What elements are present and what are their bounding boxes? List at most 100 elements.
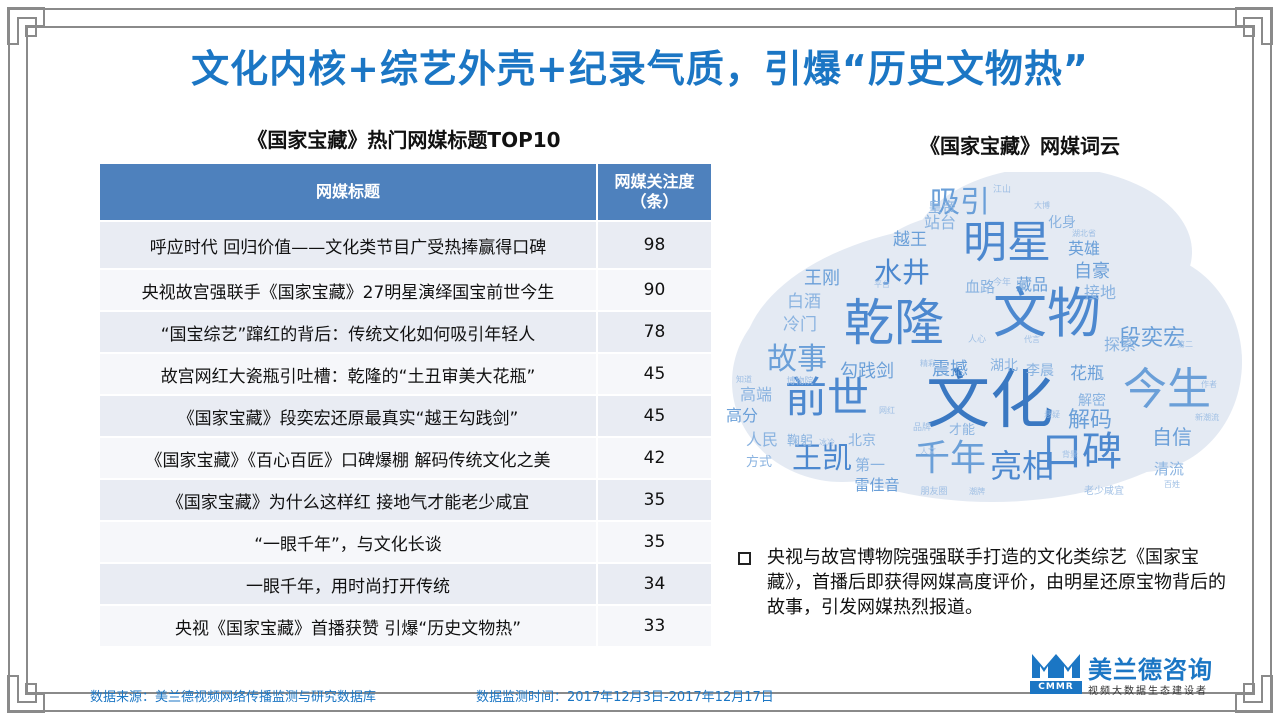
cloud-word: 湖北省 — [1072, 228, 1096, 238]
cloud-word: 北京 — [848, 433, 876, 449]
attention-cell: 35 — [596, 520, 713, 564]
cloud-word: 勾践剑 — [840, 361, 894, 382]
attention-cell: 78 — [596, 310, 713, 354]
headline-cell: “国宝综艺”蹿红的背后：传统文化如何吸引年轻人 — [98, 310, 598, 354]
cloud-word: 作者 — [1201, 379, 1217, 389]
cloud-word: 血路 — [965, 278, 995, 296]
headline-cell: 央视故宫强联手《国家宝藏》27明星演绎国宝前世今生 — [98, 268, 598, 312]
table-row: 故宫网红大瓷瓶引吐槽：乾隆的“土丑审美大花瓶” 45 — [98, 352, 713, 396]
cloud-word: 乾隆 — [844, 294, 944, 352]
cloud-word: 品牌 — [913, 421, 931, 433]
attention-cell: 45 — [596, 394, 713, 438]
cloud-word: 方式 — [746, 454, 772, 470]
headline-cell: 《国家宝藏》为什么这样红 接地气才能老少咸宜 — [98, 478, 598, 522]
cloud-word: 亮相 — [990, 447, 1054, 485]
attention-cell: 45 — [596, 352, 713, 396]
logo-name: 美兰德咨询 — [1088, 656, 1213, 684]
column-header-attention: 网媒关注度（条） — [596, 162, 713, 222]
cloud-word: 解码 — [1068, 408, 1112, 433]
table-title: 《国家宝藏》热门网媒标题TOP10 — [247, 128, 561, 152]
cloud-word: 文化 — [926, 364, 1054, 438]
cloud-word: 英雄 — [1068, 239, 1100, 258]
headline-cell: 央视《国家宝藏》首播获赞 引爆“历史文物热” — [98, 604, 598, 648]
cloud-word: 自豪 — [1074, 261, 1110, 282]
headline-cell: 故宫网红大瓷瓶引吐槽：乾隆的“土丑审美大花瓶” — [98, 352, 598, 396]
table-row: 《国家宝藏》《百心百匠》口碑爆棚 解码传统文化之美 42 — [98, 436, 713, 480]
headline-cell: 呼应时代 回归价值——文化类节目广受热捧赢得口碑 — [98, 220, 598, 270]
headline-ranking-table: 网媒标题 网媒关注度（条） 呼应时代 回归价值——文化类节目广受热捧赢得口碑 98… — [98, 162, 713, 648]
cmmr-logo-mark-icon — [1032, 654, 1080, 678]
cloud-word: 精彩 — [920, 358, 936, 368]
summary-note: 央视与故宫博物院强强联手打造的文化类综艺《国家宝藏》，首播后即获得网媒高度评价，… — [738, 545, 1238, 620]
cloud-word: 站台 — [924, 213, 956, 232]
cloud-word: 震撼 — [932, 359, 968, 380]
logo-tagline: 视频大数据生态建设者 — [1088, 686, 1208, 697]
cloud-word: 人心 — [968, 334, 986, 345]
table-row: “一眼千年”，与文化长谈 35 — [98, 520, 713, 564]
cloud-word: 湖北 — [990, 358, 1018, 374]
fretwork-corner-ornament — [1228, 0, 1280, 52]
fretwork-corner-ornament — [0, 0, 52, 52]
cloud-word: 白酒 — [787, 292, 821, 312]
cloud-word: 潮牌 — [969, 486, 985, 496]
data-source: 数据来源：美兰德视频网络传播监测与研究数据库 — [90, 690, 377, 705]
attention-cell: 90 — [596, 268, 713, 312]
company-logo: CMMR 美兰德咨询 视频大数据生态建设者 — [1030, 650, 1240, 698]
cloud-word: 悬疑 — [1044, 409, 1060, 419]
headline-cell: 《国家宝藏》《百心百匠》口碑爆棚 解码传统文化之美 — [98, 436, 598, 480]
cloud-word: 探索 — [1104, 335, 1136, 354]
cloud-shape — [732, 172, 1242, 502]
cloud-word: 人文 — [920, 446, 936, 456]
cloud-word: 王凯 — [792, 441, 852, 476]
cloud-word: 知道 — [736, 374, 752, 384]
cloud-word: 越王 — [893, 230, 927, 250]
square-bullet-icon — [738, 552, 751, 565]
table-header-row: 网媒标题 网媒关注度（条） — [98, 162, 713, 222]
slide-title: 文化内核+综艺外壳+纪录气质，引爆“历史文物热” — [191, 47, 1089, 91]
headline-cell: 一眼千年，用时尚打开传统 — [98, 562, 598, 606]
cloud-word: 藏品 — [1016, 275, 1048, 294]
cloud-word: 冷门 — [783, 315, 817, 335]
cloud-word: 化身 — [1048, 215, 1076, 231]
column-header-headline: 网媒标题 — [98, 162, 598, 222]
cloud-word: 吸引 — [930, 185, 990, 220]
monitoring-period: 数据监测时间：2017年12月3日-2017年12月17日 — [476, 690, 774, 705]
cloud-word: 自信 — [1152, 425, 1192, 449]
cloud-word: 雷佳音 — [854, 476, 899, 494]
cloud-word: 第一 — [855, 456, 885, 474]
summary-text: 央视与故宫博物院强强联手打造的文化类综艺《国家宝藏》，首播后即获得网媒高度评价，… — [767, 547, 1226, 618]
cloud-word: 百姓 — [1164, 479, 1180, 489]
cloud-word: 今年 — [993, 276, 1011, 288]
cloud-word: 第二 — [1177, 339, 1193, 349]
word-cloud: 文化 乾隆 文物 今生 前世 明星 口碑 千年 亮相 王凯 吸引 水井 故事 段奕宏 解码 自信 越王 自豪 英雄王… — [722, 172, 1250, 508]
cloud-word: 千年 — [914, 438, 986, 479]
cloud-word: 平台 — [874, 279, 890, 289]
cloud-word: 新潮流 — [1195, 412, 1219, 422]
cloud-word: 高分 — [726, 406, 758, 425]
word-cloud-title: 《国家宝藏》网媒词云 — [920, 134, 1120, 158]
fretwork-corner-ornament — [1228, 668, 1280, 720]
cloud-word: 花瓶 — [1070, 364, 1104, 384]
headline-cell: 《国家宝藏》段奕宏还原最真实“越王勾践剑” — [98, 394, 598, 438]
cloud-word: 清流 — [1154, 460, 1184, 478]
table-row: 《国家宝藏》为什么这样红 接地气才能老少咸宜 35 — [98, 478, 713, 522]
cloud-word: 冰冷 — [819, 437, 835, 447]
cloud-word: 接地 — [1084, 283, 1116, 302]
cloud-word: 代言 — [1024, 334, 1040, 344]
table-row: “国宝综艺”蹿红的背后：传统文化如何吸引年轻人 78 — [98, 310, 713, 354]
cloud-word: 前世 — [785, 373, 869, 422]
cloud-word: 江山 — [993, 184, 1011, 195]
cloud-word: 皇帝 — [928, 200, 956, 216]
cloud-word: 明星 — [963, 217, 1051, 268]
headline-cell: “一眼千年”，与文化长谈 — [98, 520, 598, 564]
attention-cell: 34 — [596, 562, 713, 606]
logo-abbr: CMMR — [1030, 681, 1082, 694]
cloud-word: 朋友圈 — [920, 485, 947, 497]
table-row: 央视《国家宝藏》首播获赞 引爆“历史文物热” 33 — [98, 604, 713, 648]
cloud-word: 文物 — [993, 282, 1101, 345]
cloud-word: 人民 — [746, 430, 778, 449]
cloud-word: 今生 — [1123, 364, 1211, 415]
outer-frame — [8, 8, 1272, 712]
cloud-word: 段奕宏 — [1119, 326, 1185, 351]
